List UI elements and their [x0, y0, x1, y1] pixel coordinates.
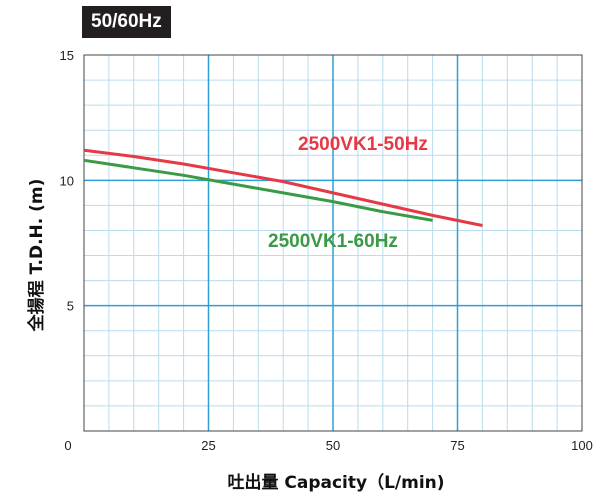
series-line-50hz — [83, 148, 483, 227]
x-tick-label: 50 — [326, 438, 340, 453]
y-tick-label: 15 — [60, 48, 74, 63]
series-line-60hz — [83, 158, 433, 222]
series-label-60hz: 2500VK1-60Hz — [268, 231, 398, 252]
frequency-badge: 50/60Hz — [82, 6, 171, 38]
x-axis-title: 吐出量 Capacity（L/min) — [227, 472, 444, 493]
tick-labels: 0 25 50 75 100 5 10 15 — [60, 48, 593, 453]
x-tick-label: 25 — [201, 438, 215, 453]
series-lines — [83, 148, 483, 227]
x-tick-label: 100 — [571, 438, 593, 453]
y-axis-title: 全揚程 T.D.H. (m) — [26, 179, 47, 333]
major-grid — [84, 55, 582, 431]
y-tick-label: 10 — [60, 173, 74, 188]
y-tick-label: 5 — [67, 299, 74, 314]
x-tick-label: 0 — [64, 438, 71, 453]
series-label-50hz: 2500VK1-50Hz — [298, 134, 428, 155]
x-tick-label: 75 — [450, 438, 464, 453]
plot-frame — [83, 54, 583, 432]
